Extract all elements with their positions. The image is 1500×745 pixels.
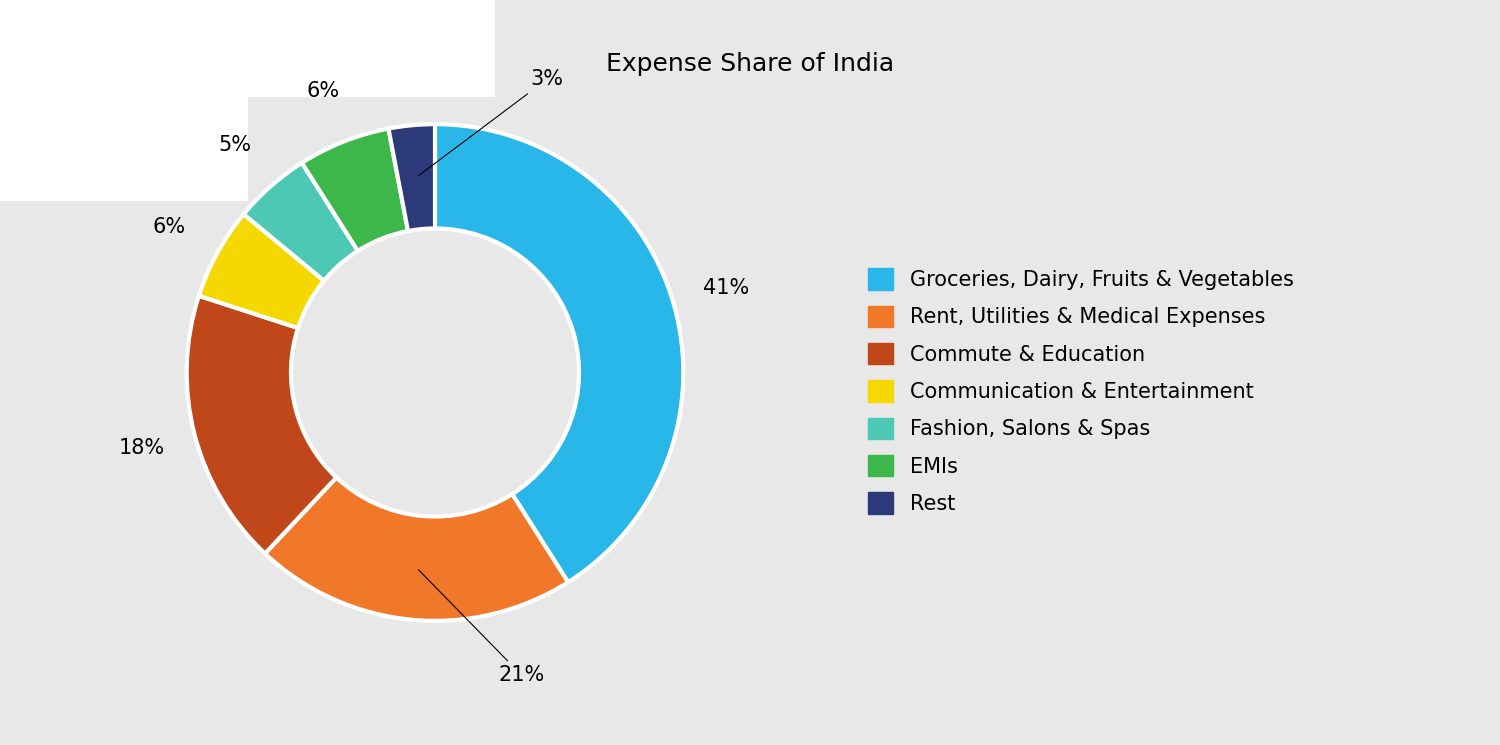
Text: 41%: 41% — [704, 278, 748, 298]
Wedge shape — [186, 296, 336, 554]
Legend: Groceries, Dairy, Fruits & Vegetables, Rent, Utilities & Medical Expenses, Commu: Groceries, Dairy, Fruits & Vegetables, R… — [868, 268, 1294, 514]
Text: 5%: 5% — [217, 136, 250, 155]
Wedge shape — [200, 215, 324, 328]
Text: Expense Share of India: Expense Share of India — [606, 52, 894, 76]
Text: 6%: 6% — [153, 217, 186, 237]
Wedge shape — [435, 124, 684, 582]
Wedge shape — [266, 478, 568, 621]
Text: 18%: 18% — [118, 438, 165, 458]
Wedge shape — [243, 163, 358, 281]
Wedge shape — [388, 124, 435, 231]
Wedge shape — [302, 129, 408, 251]
Text: 6%: 6% — [308, 80, 340, 101]
Text: 21%: 21% — [419, 570, 544, 685]
Text: 3%: 3% — [419, 69, 564, 176]
